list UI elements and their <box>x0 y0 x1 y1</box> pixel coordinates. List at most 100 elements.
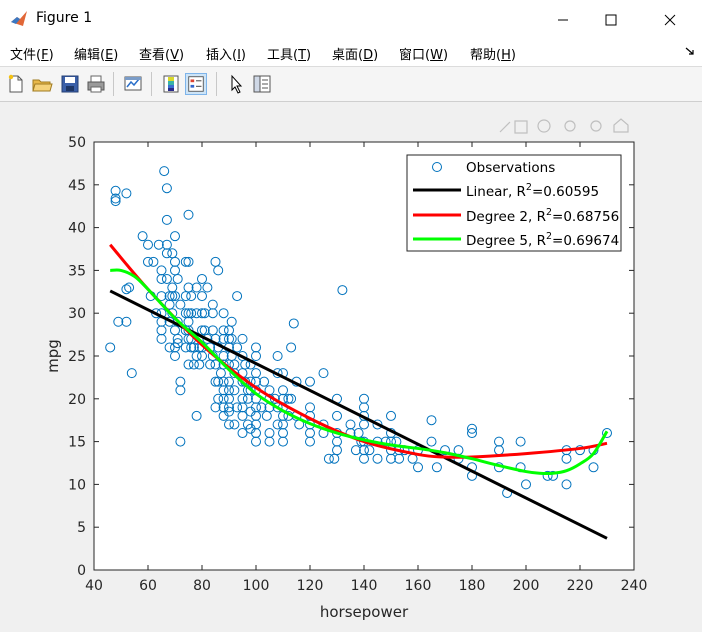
link-plot-icon[interactable] <box>122 73 144 95</box>
save-icon[interactable] <box>59 73 81 95</box>
close-button[interactable] <box>647 0 693 40</box>
observation-point <box>143 239 153 250</box>
x-tick-label: 180 <box>459 578 486 594</box>
observation-point <box>286 393 297 404</box>
figure-canvas: 40 60 80 100 120 140 160 180 200 220 240 0 5 10 15 20 25… <box>0 102 702 628</box>
menu-help[interactable]: 帮助(H) <box>470 48 516 63</box>
observation-point <box>161 273 172 284</box>
toolbar-separator <box>216 72 217 96</box>
figure-toolbar <box>0 67 702 102</box>
x-tick-label: 140 <box>351 578 378 594</box>
legend-box <box>406 154 622 252</box>
brush-icon[interactable] <box>499 121 511 133</box>
zoom-in-icon[interactable] <box>564 120 576 132</box>
zoom-out-icon[interactable] <box>590 120 602 132</box>
menu-file[interactable]: 文件(F) <box>10 48 54 63</box>
legend-icon[interactable] <box>185 73 207 95</box>
observation-point <box>440 445 450 456</box>
legend-label-degree2: Degree 2, R2=0.68756 <box>466 207 619 225</box>
observation-point <box>213 265 224 276</box>
observation-point <box>364 445 375 456</box>
y-tick-label: 30 <box>68 306 86 322</box>
observation-point <box>251 342 261 353</box>
observation-point <box>305 436 315 447</box>
observation-point <box>156 265 167 276</box>
observation-point <box>197 291 207 302</box>
linear-fit-line <box>109 289 608 540</box>
observation-point <box>124 282 135 293</box>
observation-point <box>170 351 180 361</box>
observation-point <box>232 402 243 413</box>
observation-point <box>332 445 342 456</box>
observation-point <box>191 308 202 319</box>
matlab-logo-icon <box>11 11 27 26</box>
menu-desktop[interactable]: 桌面(D) <box>332 48 379 63</box>
home-icon[interactable] <box>613 118 629 133</box>
observation-point <box>237 333 248 344</box>
observation-point <box>229 419 240 430</box>
observation-point <box>183 209 194 220</box>
legend-label-linear: Linear, R2=0.60595 <box>466 182 599 200</box>
colorbar-icon[interactable] <box>160 73 182 95</box>
pointer-icon[interactable] <box>225 73 247 95</box>
observation-point <box>394 453 405 464</box>
menu-window[interactable]: 窗口(W) <box>399 48 449 63</box>
axes-box <box>93 141 635 571</box>
observation-point <box>288 318 299 329</box>
data-tips-icon[interactable] <box>514 120 528 134</box>
pan-icon[interactable] <box>537 119 551 133</box>
observation-point <box>237 428 248 439</box>
observation-point <box>159 166 170 177</box>
observation-point <box>359 419 369 430</box>
observation-point <box>172 273 183 284</box>
observation-point <box>426 436 437 447</box>
observation-point <box>161 214 172 225</box>
observation-point <box>337 285 348 296</box>
observation-point <box>251 368 261 379</box>
menu-edit[interactable]: 编辑(E) <box>74 48 119 63</box>
window-title: Figure 1 <box>36 10 93 26</box>
observation-point <box>218 308 229 319</box>
minimize-button[interactable] <box>540 0 586 40</box>
observation-point <box>210 376 221 387</box>
observation-point <box>224 402 234 413</box>
title-bar: Figure 1 <box>0 0 702 40</box>
maximize-button[interactable] <box>588 0 634 40</box>
toolbar-separator <box>113 72 114 96</box>
observation-point <box>240 359 251 370</box>
axes-toolbar[interactable] <box>499 118 629 134</box>
observation-point <box>359 453 369 464</box>
degree2-fit-line <box>109 243 608 459</box>
menu-tools[interactable]: 工具(T) <box>267 48 312 63</box>
y-axis-label: mpg <box>44 339 62 373</box>
observation-point <box>542 470 553 481</box>
y-tick-label: 20 <box>68 392 86 408</box>
observation-point <box>186 291 197 302</box>
observation-point <box>183 256 194 267</box>
toolbar-separator <box>151 72 152 96</box>
observation-point <box>164 342 175 353</box>
observation-point <box>521 479 531 490</box>
x-axis-label: horsepower <box>320 603 409 621</box>
legend[interactable]: Observations Linear, R2=0.60595 Degree 2… <box>406 154 622 252</box>
observation-point <box>197 273 207 284</box>
print-icon[interactable] <box>85 73 107 95</box>
property-inspector-icon[interactable] <box>251 73 273 95</box>
minimize-icon <box>558 19 568 21</box>
observation-point <box>156 325 167 336</box>
observation-point <box>175 436 186 447</box>
menu-insert[interactable]: 插入(I) <box>206 48 246 63</box>
y-tick-label: 15 <box>68 435 86 451</box>
observation-point <box>426 415 437 426</box>
menu-view[interactable]: 查看(V) <box>139 48 185 63</box>
observation-point <box>156 291 167 302</box>
observation-point <box>224 406 234 417</box>
open-file-icon[interactable] <box>31 73 53 95</box>
observation-point <box>323 453 334 464</box>
dock-arrow-icon[interactable] <box>684 45 696 57</box>
y-tick-label: 50 <box>68 135 86 151</box>
new-figure-icon[interactable] <box>5 73 27 95</box>
observation-point <box>226 316 237 327</box>
observation-point <box>110 196 121 207</box>
observation-point <box>226 333 237 344</box>
